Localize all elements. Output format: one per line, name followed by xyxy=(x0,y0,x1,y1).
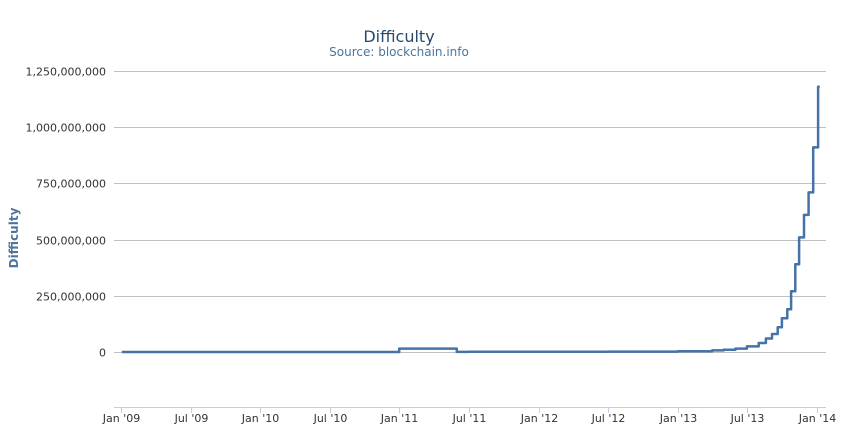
x-tick-label: Jul '12 xyxy=(591,412,626,425)
y-tick-label: 1,250,000,000 xyxy=(26,66,106,79)
series-area xyxy=(121,85,820,354)
y-axis-label: Difficulty xyxy=(7,207,21,268)
x-tick-label: Jan '14 xyxy=(798,412,836,425)
x-tick-label: Jul '11 xyxy=(452,412,487,425)
x-tick-label: Jul '10 xyxy=(313,412,348,425)
y-tick-label: 0 xyxy=(99,347,106,360)
series-line xyxy=(121,85,820,354)
y-axis-ticks: 0 250,000,000 500,000,000 750,000,000 1,000,… xyxy=(26,66,106,360)
x-tick-label: Jan '11 xyxy=(380,412,418,425)
y-tick-label: 1,000,000,000 xyxy=(26,122,106,135)
x-tick-label: Jul '09 xyxy=(174,412,209,425)
x-tick-label: Jan '09 xyxy=(102,412,140,425)
gridlines xyxy=(114,71,826,353)
y-tick-label: 500,000,000 xyxy=(36,235,106,248)
chart-title: Difficulty xyxy=(363,27,434,46)
x-tick-label: Jan '12 xyxy=(520,412,558,425)
x-tick-label: Jan '10 xyxy=(241,412,279,425)
y-tick-label: 750,000,000 xyxy=(36,178,106,191)
x-tick-label: Jan '13 xyxy=(659,412,697,425)
x-tick-label: Jul '13 xyxy=(730,412,765,425)
x-axis: Jan '09 Jul '09 Jan '10 Jul '10 Jan '11 Jul '… xyxy=(102,407,836,425)
y-tick-label: 250,000,000 xyxy=(36,291,106,304)
chart-subtitle: Source: blockchain.info xyxy=(329,45,469,59)
